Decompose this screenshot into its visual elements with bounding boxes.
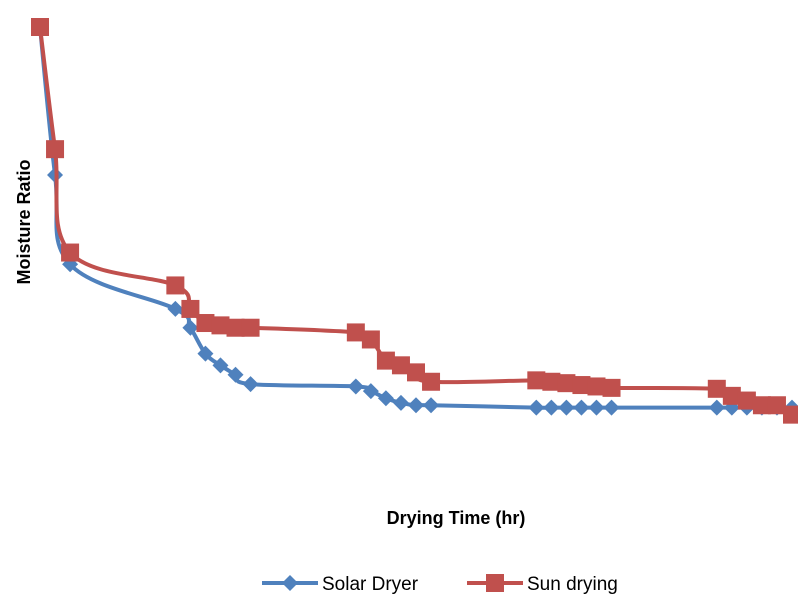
data-point-sun-drying-0 bbox=[31, 18, 49, 36]
data-point-solar-dryer-3 bbox=[167, 300, 184, 317]
data-point-solar-dryer-11 bbox=[377, 390, 394, 407]
data-point-sun-drying-16 bbox=[542, 372, 561, 391]
legend-marker-solar-dryer bbox=[282, 575, 298, 591]
data-point-sun-drying-24 bbox=[752, 396, 771, 415]
series-line-solar-dryer bbox=[38, 26, 792, 410]
data-point-sun-drying-7 bbox=[226, 318, 245, 337]
data-point-solar-dryer-17 bbox=[558, 399, 575, 416]
y-axis-title: Moisture Ratio bbox=[14, 159, 34, 284]
data-point-sun-drying-6 bbox=[211, 316, 230, 335]
data-point-sun-drying-25 bbox=[767, 396, 786, 415]
series-markers-solar-dryer bbox=[32, 19, 798, 416]
legend-label-sun-drying: Sun drying bbox=[527, 574, 618, 595]
series-line-sun-drying bbox=[38, 26, 794, 417]
data-point-solar-dryer-4 bbox=[182, 319, 199, 336]
data-point-sun-drying-26 bbox=[783, 405, 798, 424]
data-point-sun-drying-17 bbox=[557, 374, 576, 393]
data-point-solar-dryer-15 bbox=[528, 399, 545, 416]
plot-area bbox=[31, 18, 798, 424]
data-point-sun-drying-21 bbox=[707, 379, 726, 398]
legend-marker-sun-drying bbox=[486, 574, 504, 592]
data-point-solar-dryer-7 bbox=[227, 366, 244, 383]
data-point-sun-drying-3 bbox=[166, 276, 185, 295]
data-point-solar-dryer-18 bbox=[573, 399, 590, 416]
data-point-solar-dryer-16 bbox=[543, 399, 560, 416]
data-point-solar-dryer-20 bbox=[603, 399, 620, 416]
legend-entry-solar-dryer: Solar Dryer bbox=[262, 574, 419, 595]
data-point-sun-drying-14 bbox=[422, 372, 441, 391]
data-point-sun-drying-9 bbox=[346, 323, 365, 342]
data-point-sun-drying-4 bbox=[181, 299, 200, 318]
data-point-sun-drying-19 bbox=[587, 377, 606, 396]
data-point-sun-drying-18 bbox=[572, 376, 591, 395]
data-point-sun-drying-11 bbox=[376, 351, 395, 370]
legend: Solar Dryer Sun drying bbox=[262, 574, 618, 595]
data-point-sun-drying-8 bbox=[241, 318, 260, 337]
legend-entry-sun-drying: Sun drying bbox=[467, 574, 618, 595]
data-point-solar-dryer-21 bbox=[708, 399, 725, 416]
data-point-sun-drying-13 bbox=[407, 363, 425, 382]
data-point-solar-dryer-5 bbox=[197, 345, 214, 362]
data-point-sun-drying-22 bbox=[722, 386, 741, 405]
data-point-sun-drying-10 bbox=[361, 330, 380, 349]
x-axis-title: Drying Time (hr) bbox=[387, 508, 526, 528]
data-point-solar-dryer-10 bbox=[362, 383, 379, 400]
data-point-solar-dryer-14 bbox=[423, 397, 440, 414]
data-point-sun-drying-5 bbox=[196, 314, 215, 333]
data-point-sun-drying-2 bbox=[61, 243, 80, 262]
data-point-solar-dryer-6 bbox=[212, 357, 229, 374]
data-point-sun-drying-20 bbox=[602, 378, 621, 397]
data-point-sun-drying-15 bbox=[527, 371, 546, 390]
legend-label-solar-dryer: Solar Dryer bbox=[322, 574, 419, 595]
data-point-solar-dryer-13 bbox=[408, 397, 424, 414]
series-markers-sun-drying bbox=[31, 18, 798, 424]
data-point-sun-drying-12 bbox=[391, 356, 410, 375]
data-point-sun-drying-1 bbox=[46, 140, 65, 159]
data-point-solar-dryer-9 bbox=[347, 378, 364, 395]
data-point-solar-dryer-19 bbox=[588, 399, 605, 416]
data-point-solar-dryer-8 bbox=[242, 376, 259, 393]
data-point-solar-dryer-12 bbox=[392, 394, 409, 411]
data-point-sun-drying-23 bbox=[737, 391, 756, 410]
